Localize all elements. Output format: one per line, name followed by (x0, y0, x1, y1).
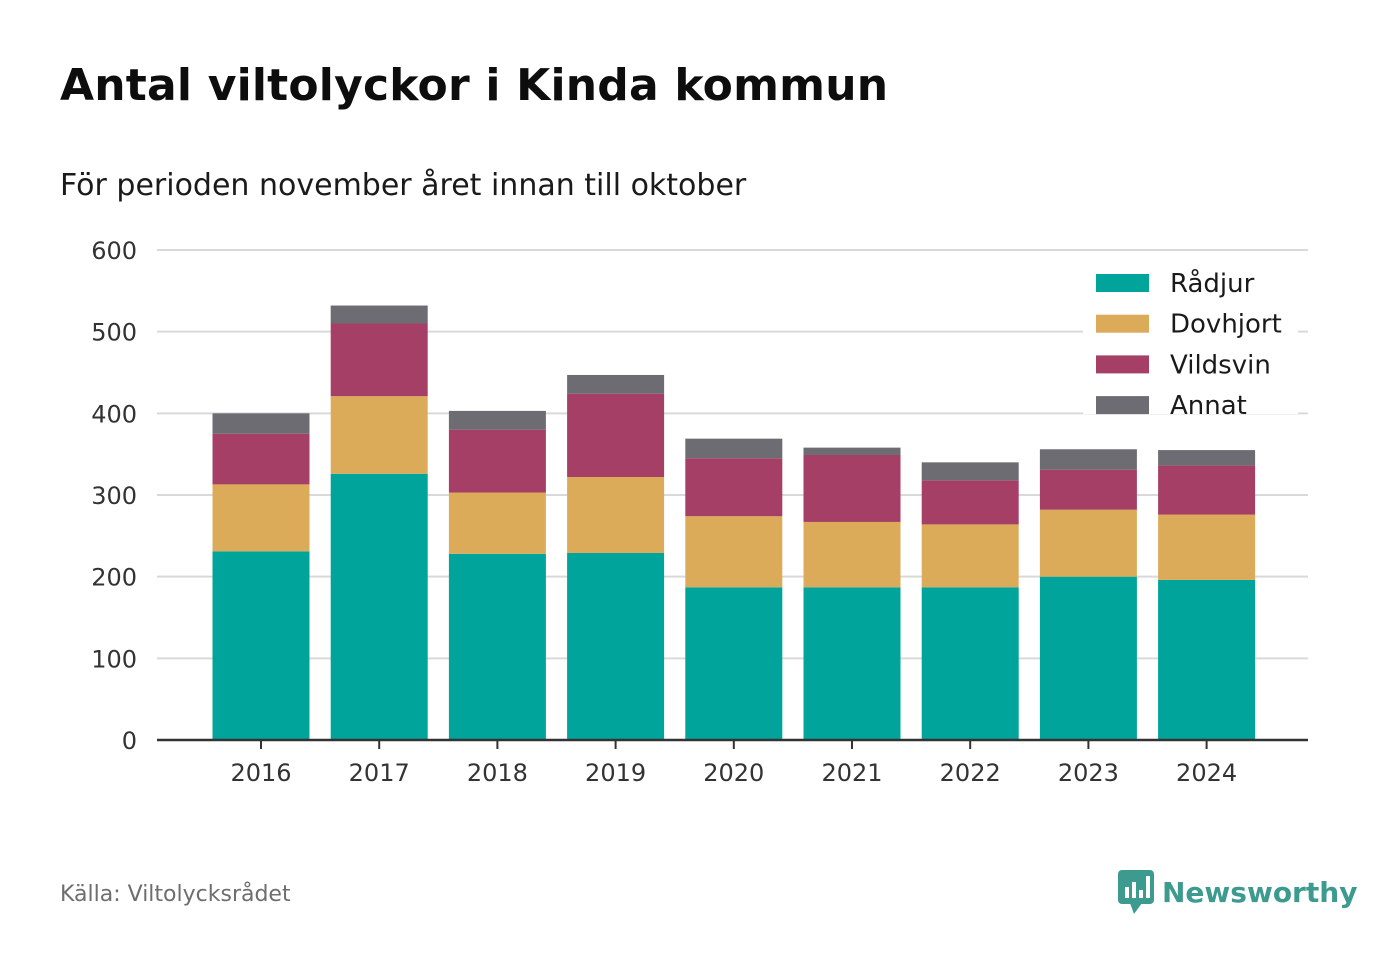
bar-segment-annat (212, 413, 310, 434)
x-tick-label: 2024 (1176, 759, 1237, 787)
bar-segment-rådjur (448, 553, 546, 740)
bar-segment-rådjur (1039, 576, 1137, 740)
bar-segment-annat (803, 447, 901, 455)
bar-stack-2020 (685, 438, 783, 740)
y-tick-label: 400 (91, 400, 137, 428)
legend-label: Dovhjort (1170, 310, 1282, 340)
x-axis: 2016 2017 2018 2019 2020 2021 2022 2023 2024 (157, 738, 1308, 787)
x-tick-label: 2016 (230, 759, 291, 787)
legend-swatch (1096, 396, 1149, 415)
x-tick-label: 2020 (703, 759, 764, 787)
bar-segment-annat (1158, 450, 1256, 466)
legend-label: Vildsvin (1170, 350, 1271, 380)
bar-stack-2018 (448, 410, 546, 740)
bar-segment-rådjur (803, 587, 901, 740)
bar-segment-annat (330, 305, 428, 324)
bar-segment-dovhjort (448, 492, 546, 554)
x-tick-label: 2022 (940, 759, 1001, 787)
bar-segment-dovhjort (1039, 509, 1137, 577)
legend-item-rådjur: Rådjur (1096, 268, 1255, 299)
bar-segment-rådjur (212, 551, 310, 740)
bar-segment-dovhjort (212, 484, 310, 552)
y-tick-label: 600 (91, 237, 137, 265)
legend-item-vildsvin: Vildsvin (1096, 350, 1271, 380)
legend-swatch (1096, 314, 1149, 333)
chart-subtitle: För perioden november året innan till ok… (60, 168, 747, 203)
bar-stack-2022 (921, 462, 1019, 740)
legend-label: Annat (1170, 391, 1247, 421)
bar-segment-annat (921, 462, 1019, 481)
bar-segment-rådjur (921, 587, 1019, 740)
bar-segment-vildsvin (1039, 469, 1137, 510)
bar-segment-dovhjort (685, 516, 783, 588)
y-tick-label: 300 (91, 482, 137, 510)
bar-segment-vildsvin (448, 429, 546, 493)
bar-stack-2016 (212, 413, 310, 740)
bar-segment-vildsvin (803, 454, 901, 522)
y-tick-label: 200 (91, 564, 137, 592)
bar-segment-vildsvin (685, 458, 783, 517)
bar-segment-vildsvin (921, 480, 1019, 525)
x-tick-label: 2019 (585, 759, 646, 787)
bar-segment-dovhjort (567, 477, 665, 553)
bars (212, 305, 1256, 740)
x-tick-label: 2023 (1058, 759, 1119, 787)
bar-segment-annat (448, 410, 546, 430)
bar-segment-vildsvin (212, 433, 310, 485)
bar-segment-annat (1039, 449, 1137, 470)
bar-stack-2021 (803, 447, 901, 740)
x-tick-label: 2021 (821, 759, 882, 787)
bar-stack-2019 (567, 374, 665, 740)
legend-item-annat: Annat (1096, 391, 1247, 421)
logo-text: Newsworthy (1162, 875, 1358, 909)
chart-title: Antal viltolyckor i Kinda kommun (60, 60, 889, 111)
bar-segment-rådjur (685, 587, 783, 740)
x-tick-label: 2017 (349, 759, 410, 787)
bar-segment-dovhjort (803, 521, 901, 588)
bar-chart-speech-bubble-icon (1118, 870, 1154, 914)
y-tick-label: 0 (122, 727, 137, 755)
bar-segment-dovhjort (1158, 514, 1256, 580)
x-tick-label: 2018 (467, 759, 528, 787)
bar-stack-2024 (1158, 450, 1256, 740)
legend-swatch (1096, 355, 1149, 374)
legend: Rådjur Dovhjort Vildsvin Annat (1083, 262, 1298, 421)
bar-segment-rådjur (330, 473, 428, 740)
bar-segment-dovhjort (330, 396, 428, 474)
bar-segment-annat (567, 374, 665, 394)
legend-item-dovhjort: Dovhjort (1096, 310, 1282, 340)
bar-segment-dovhjort (921, 524, 1019, 588)
y-tick-label: 100 (91, 645, 137, 673)
bar-segment-annat (685, 438, 783, 459)
bar-segment-vildsvin (567, 393, 665, 478)
y-axis-ticks: 0 100 200 300 400 500 600 (91, 237, 137, 755)
source-note: Källa: Viltolycksrådet (60, 882, 291, 907)
legend-swatch (1096, 274, 1149, 292)
bar-segment-rådjur (1158, 579, 1256, 740)
y-tick-label: 500 (91, 319, 137, 347)
bar-stack-2017 (330, 305, 428, 740)
bar-segment-rådjur (567, 552, 665, 740)
bar-segment-vildsvin (330, 323, 428, 397)
bar-stack-2023 (1039, 449, 1137, 740)
bar-segment-vildsvin (1158, 465, 1256, 515)
legend-label: Rådjur (1170, 268, 1255, 299)
newsworthy-logo: Newsworthy (1118, 870, 1357, 914)
